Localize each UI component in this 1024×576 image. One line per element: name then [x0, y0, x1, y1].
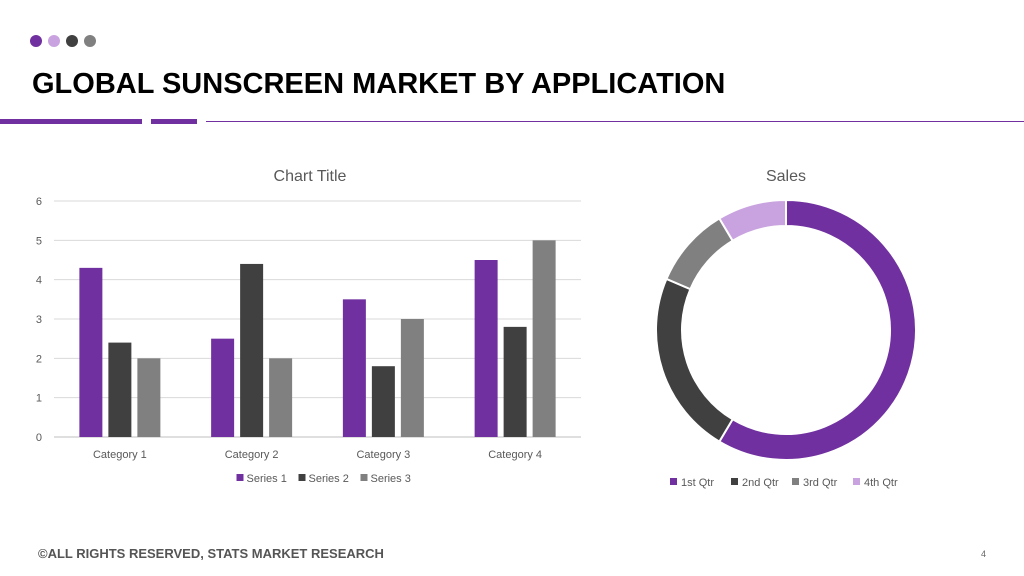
- bar: [137, 358, 161, 437]
- x-tick-label: Category 1: [93, 449, 147, 461]
- bar: [532, 240, 556, 437]
- donut-slice: [665, 217, 735, 291]
- legend-label: Series 3: [371, 473, 411, 485]
- legend-label: 3rd Qtr: [803, 477, 838, 489]
- y-tick-label: 5: [36, 235, 42, 247]
- x-tick-label: Category 3: [356, 449, 410, 461]
- y-tick-label: 2: [36, 353, 42, 365]
- legend-label: 2nd Qtr: [742, 477, 779, 489]
- dot-lavender: [48, 35, 60, 47]
- bar: [240, 263, 264, 437]
- legend-swatch: [298, 474, 306, 481]
- title-divider-line: [206, 121, 1024, 122]
- bar-chart-bars: [79, 240, 556, 437]
- bar: [371, 366, 395, 437]
- donut-chart-legend: 1st Qtr 2nd Qtr 3rd Qtr 4th Qtr: [670, 477, 898, 489]
- donut-chart: Sales 1st Qtr 2nd Qtr 3rd Qtr 4th Qtr: [655, 168, 917, 489]
- copyright-footer: ©ALL RIGHTS RESERVED, STATS MARKET RESEA…: [38, 546, 384, 561]
- legend-label: 4th Qtr: [864, 477, 898, 489]
- y-tick-label: 0: [36, 432, 42, 444]
- legend-swatch: [236, 474, 244, 481]
- donut-slice: [655, 277, 735, 443]
- slide-title: GLOBAL SUNSCREEN MARKET BY APPLICATION: [32, 68, 726, 100]
- donut-slice: [717, 198, 787, 243]
- dot-gray: [84, 35, 96, 47]
- bar: [503, 326, 527, 437]
- y-tick-label: 6: [36, 196, 42, 208]
- donut-slice: [717, 198, 917, 461]
- bar: [474, 260, 498, 437]
- bar-chart-x-axis: Category 1 Category 2 Category 3 Category 4: [93, 449, 542, 461]
- bar: [342, 299, 366, 437]
- dot-purple: [30, 35, 42, 47]
- bar-chart-y-axis: 0 1 2 3 4 5 6: [36, 196, 42, 444]
- legend-swatch: [731, 478, 738, 485]
- bar-chart-title: Chart Title: [274, 168, 347, 185]
- title-underline-long: [0, 119, 142, 124]
- bar-chart: Chart Title 0 1 2 3 4 5 6 Category 1 Category 2…: [36, 168, 581, 485]
- x-tick-label: Category 4: [488, 449, 542, 461]
- y-tick-label: 4: [36, 275, 42, 287]
- bar: [211, 338, 235, 437]
- bar: [269, 358, 293, 437]
- bar: [400, 319, 424, 437]
- legend-swatch: [792, 478, 799, 485]
- bar: [79, 267, 103, 437]
- legend-swatch: [670, 478, 677, 485]
- bar: [108, 342, 132, 437]
- x-tick-label: Category 2: [225, 449, 279, 461]
- dot-dark-gray: [66, 35, 78, 47]
- legend-label: Series 1: [247, 473, 287, 485]
- bar-chart-legend: Series 1 Series 2 Series 3: [236, 473, 411, 485]
- donut-chart-slices: [655, 198, 917, 461]
- y-tick-label: 1: [36, 393, 42, 405]
- title-underline-short: [151, 119, 197, 124]
- page-number: 4: [981, 549, 987, 559]
- legend-label: Series 2: [309, 473, 349, 485]
- y-tick-label: 3: [36, 314, 42, 326]
- donut-chart-title: Sales: [766, 168, 806, 185]
- bar-chart-gridlines: [54, 200, 581, 438]
- legend-swatch: [360, 474, 368, 481]
- legend-swatch: [853, 478, 860, 485]
- decorative-dots: [30, 35, 96, 47]
- legend-label: 1st Qtr: [681, 477, 714, 489]
